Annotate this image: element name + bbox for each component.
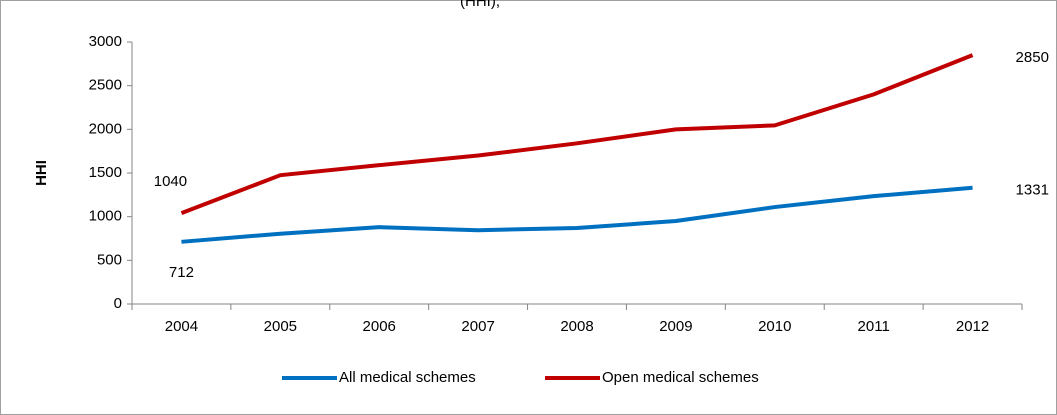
y-tick-label: 2000 xyxy=(89,120,122,137)
data-label: 712 xyxy=(169,264,194,281)
y-tick-label: 1500 xyxy=(89,164,122,181)
y-tick-label: 1000 xyxy=(89,208,122,225)
line-series xyxy=(180,53,974,216)
data-label: 1331 xyxy=(1016,182,1049,199)
y-tick-label: 500 xyxy=(97,251,122,268)
y-tick-label: 0 xyxy=(114,295,122,312)
line-series xyxy=(181,185,973,244)
y-tick-label: 3000 xyxy=(89,33,122,50)
x-tick-label: 2008 xyxy=(560,318,593,335)
x-tick-label: 2010 xyxy=(758,318,791,335)
x-tick-label: 2009 xyxy=(659,318,692,335)
y-tick-label: 2500 xyxy=(89,77,122,94)
x-tick-label: 2011 xyxy=(858,318,890,335)
data-label: 2850 xyxy=(1016,49,1049,66)
x-tick-label: 2007 xyxy=(461,318,494,335)
x-tick-label: 2005 xyxy=(264,318,297,335)
y-axis-label: HHI xyxy=(33,160,50,186)
chart-title: (HHI), xyxy=(460,0,500,10)
legend-label: Open medical schemes xyxy=(602,369,759,386)
x-tick-label: 2012 xyxy=(956,318,989,335)
x-tick-label: 2006 xyxy=(363,318,396,335)
data-label: 1040 xyxy=(154,173,187,190)
x-tick-label: 2004 xyxy=(165,318,198,335)
legend-label: All medical schemes xyxy=(339,369,476,386)
